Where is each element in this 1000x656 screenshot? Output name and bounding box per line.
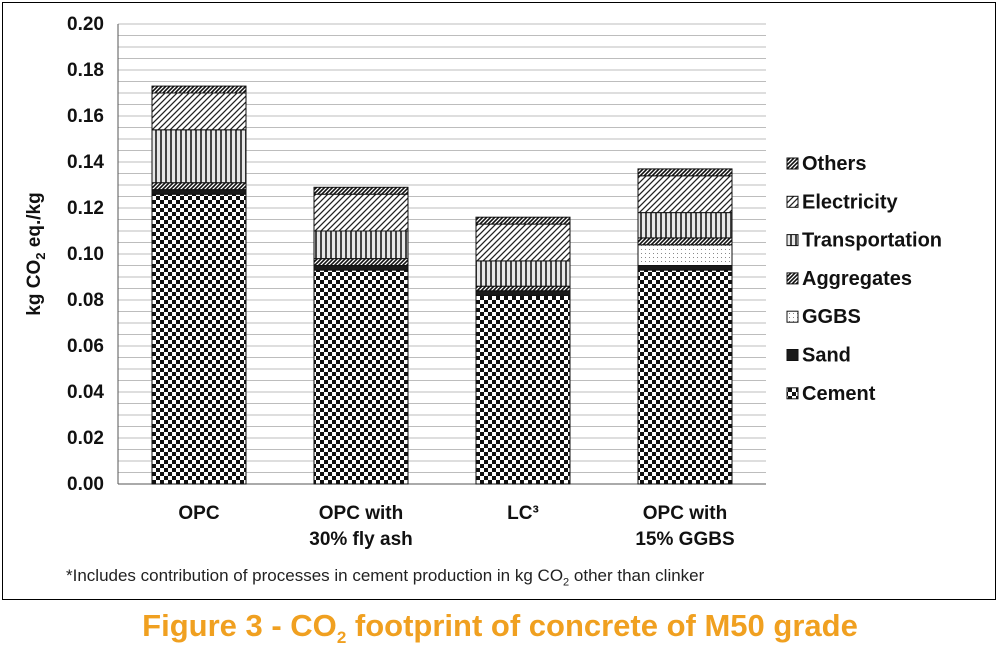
x-tick-label: LC³ (507, 503, 539, 524)
bar-segment-transportation-opc (151, 129, 247, 184)
legend-label-ggbs: GGBS (802, 306, 861, 328)
bar-segment-transportation-opc-with-15-ggbs (637, 212, 733, 239)
bar-segment-others-opc (151, 85, 247, 94)
y-tick-label: 0.14 (67, 152, 104, 173)
bar-segment-sand-opc-with-15-ggbs (637, 265, 733, 271)
legend-label-cement: Cement (802, 383, 876, 405)
footnote-text: *Includes contribution of processes in c… (66, 566, 564, 585)
y-tick-label: 0.16 (67, 106, 104, 127)
bar-segment-transportation-lc (475, 260, 571, 287)
y-tick-label: 0.06 (67, 336, 104, 357)
bar-segment-electricity-lc (475, 223, 571, 262)
y-tick-label: 0.08 (67, 290, 104, 311)
footnote-text-end: other than clinker (569, 566, 705, 585)
x-tick-label: OPC with 30% fly ash (309, 503, 413, 550)
bar-segment-cement-opc-with-30-fly-ash (313, 269, 409, 485)
legend-swatch-others (786, 157, 799, 170)
legend-label-electricity: Electricity (802, 191, 898, 213)
legend-swatch-ggbs (786, 310, 799, 323)
bar-segment-electricity-opc-with-30-fly-ash (313, 193, 409, 232)
y-axis-label: kg CO2 eq./kg (24, 192, 48, 315)
bar-segment-aggregates-opc-with-30-fly-ash (313, 258, 409, 267)
caption-text: Figure 3 - CO (142, 608, 337, 643)
legend-label-others: Others (802, 153, 866, 175)
caption-text-end: footprint of concrete of M50 grade (346, 608, 858, 643)
x-tick-label: OPC with 15% GGBS (635, 503, 734, 550)
bar-segment-electricity-opc-with-15-ggbs (637, 175, 733, 214)
bar-segment-sand-opc-with-30-fly-ash (313, 265, 409, 271)
bar-segment-cement-lc (475, 294, 571, 485)
bar-segment-transportation-opc-with-30-fly-ash (313, 230, 409, 260)
bar-segment-aggregates-opc-with-15-ggbs (637, 237, 733, 246)
legend-swatch-sand (786, 349, 799, 361)
bar-segment-ggbs-opc-with-15-ggbs (637, 244, 733, 267)
bar-segment-aggregates-opc (151, 182, 247, 191)
y-tick-label: 0.10 (67, 244, 104, 265)
legend-swatch-transportation (786, 234, 799, 247)
legend-label-transportation: Transportation (802, 230, 942, 252)
legend-swatch-electricity (786, 195, 799, 208)
legend-swatch-aggregates (786, 272, 799, 285)
bar-segment-aggregates-lc (475, 285, 571, 292)
y-tick-label: 0.18 (67, 60, 104, 81)
stacked-bar-chart: 0.00 0.02 0.04 0.06 0.08 0.10 0.12 0.14 0.16 0.18… (24, 14, 942, 550)
footnote: *Includes contribution of processes in c… (66, 566, 704, 588)
legend-swatch-cement (786, 387, 799, 400)
figure-caption: Figure 3 - CO2 footprint of concrete of … (0, 608, 1000, 648)
bar-segment-others-opc-with-30-fly-ash (313, 186, 409, 195)
bar-segment-sand-opc (151, 189, 247, 195)
y-tick-label: 0.02 (67, 428, 104, 449)
y-tick-label: 0.00 (67, 474, 104, 495)
legend-label-sand: Sand (802, 345, 851, 367)
legend-label-aggregates: Aggregates (802, 268, 912, 290)
y-tick-label: 0.20 (67, 14, 104, 35)
bar-segment-others-opc-with-15-ggbs (637, 168, 733, 177)
bar-segment-sand-lc (475, 290, 571, 296)
bar-segment-others-lc (475, 216, 571, 225)
x-tick-label: OPC (178, 503, 219, 524)
y-tick-label: 0.12 (67, 198, 104, 219)
caption-subscript: 2 (336, 628, 347, 648)
bar-segment-cement-opc (151, 193, 247, 485)
footnote-subscript: 2 (563, 576, 570, 589)
y-tick-label: 0.04 (67, 382, 104, 403)
bar-segment-electricity-opc (151, 92, 247, 131)
bar-segment-cement-opc-with-15-ggbs (637, 269, 733, 485)
